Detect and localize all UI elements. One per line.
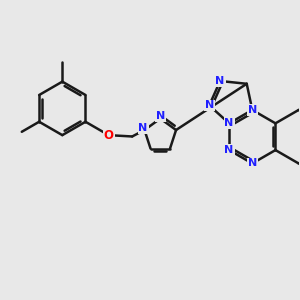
- Text: N: N: [224, 145, 234, 155]
- Text: N: N: [224, 118, 234, 128]
- Text: N: N: [248, 158, 257, 169]
- Text: N: N: [138, 123, 148, 133]
- Text: N: N: [156, 111, 165, 121]
- Text: N: N: [248, 105, 257, 115]
- Text: N: N: [205, 100, 214, 110]
- Text: N: N: [215, 76, 225, 86]
- Text: O: O: [104, 129, 114, 142]
